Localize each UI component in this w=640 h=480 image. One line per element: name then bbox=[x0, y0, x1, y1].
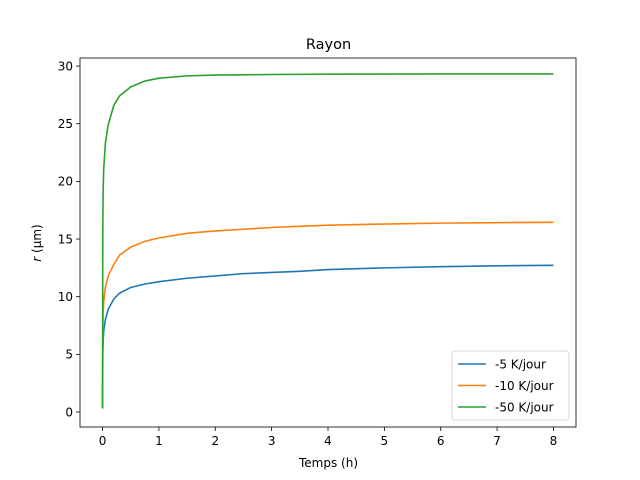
legend-label: -50 K/jour bbox=[495, 400, 554, 414]
y-tick-label: 0 bbox=[65, 405, 73, 419]
x-tick-label: 2 bbox=[211, 434, 219, 448]
legend-label: -10 K/jour bbox=[495, 379, 554, 393]
x-tick-label: 1 bbox=[155, 434, 163, 448]
series-line-2 bbox=[101, 221, 554, 409]
legend-label: -5 K/jour bbox=[495, 357, 546, 371]
series-layer bbox=[101, 73, 554, 409]
y-axis: 0 5 10 15 20 25 30 bbox=[58, 59, 80, 419]
legend: -5 K/jour -10 K/jour -50 K/jour bbox=[451, 350, 570, 421]
x-axis: 0 1 2 3 4 5 6 7 8 bbox=[99, 427, 558, 448]
x-tick-label: 6 bbox=[437, 434, 445, 448]
x-tick-label: 5 bbox=[381, 434, 389, 448]
series-line-3 bbox=[101, 73, 554, 409]
y-tick-label: 20 bbox=[58, 175, 73, 189]
y-tick-label: 25 bbox=[58, 117, 73, 131]
x-axis-label: Temps (h) bbox=[298, 456, 358, 470]
y-axis-label-unit: (μm) bbox=[30, 224, 44, 257]
y-tick-label: 5 bbox=[65, 348, 73, 362]
y-axis-label: r (μm) bbox=[30, 224, 44, 261]
x-tick-label: 0 bbox=[99, 434, 107, 448]
x-tick-label: 7 bbox=[493, 434, 501, 448]
series-line-1 bbox=[101, 264, 554, 409]
legend-box bbox=[451, 350, 570, 421]
x-tick-label: 4 bbox=[324, 434, 332, 448]
x-tick-label: 3 bbox=[268, 434, 276, 448]
y-tick-label: 10 bbox=[58, 290, 73, 304]
y-tick-label: 30 bbox=[58, 59, 73, 73]
x-tick-label: 8 bbox=[550, 434, 558, 448]
chart-title: Rayon bbox=[306, 37, 351, 53]
y-axis-label-symbol: r bbox=[30, 256, 44, 262]
y-tick-label: 15 bbox=[58, 232, 73, 246]
